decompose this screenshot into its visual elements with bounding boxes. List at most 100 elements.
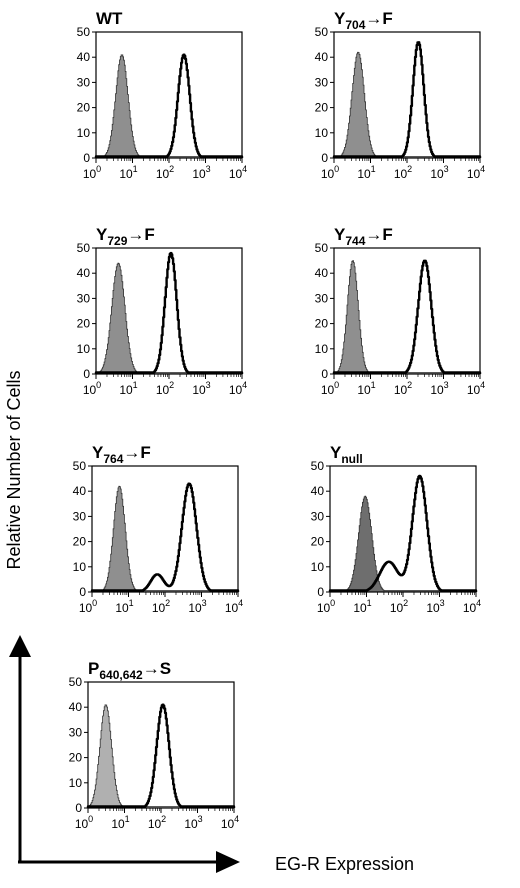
- expression-histogram: [90, 482, 240, 592]
- y-tick-label: 30: [311, 509, 325, 523]
- y-tick-label: 40: [77, 266, 91, 280]
- x-tick-label: 104: [221, 814, 239, 831]
- expression-histogram: [332, 259, 482, 374]
- y-tick-label: 50: [69, 675, 83, 689]
- control-histogram: [95, 54, 243, 159]
- y-tick-label: 50: [77, 25, 91, 39]
- x-tick-label: 104: [229, 380, 247, 397]
- y-tick-label: 10: [315, 126, 329, 140]
- histogram-panel: Y764→F 0 10 20 30 40 50 100 101 102 103 104: [73, 443, 244, 615]
- x-tick-label: 101: [111, 814, 129, 831]
- panel-title-subscript: 764: [103, 452, 123, 466]
- panel-title-suffix: →F: [127, 225, 154, 244]
- y-tick-label: 50: [315, 241, 329, 255]
- control-histogram: [95, 262, 243, 375]
- panel-title-subscript: 704: [345, 18, 365, 32]
- control-histogram: [333, 260, 481, 375]
- expression-histogram: [86, 703, 236, 808]
- y-tick-label: 50: [311, 459, 325, 473]
- y-tick-label: 40: [315, 266, 329, 280]
- histogram-panel: Y704→F 0 10 20 30 40 50 100 101 102 103 104: [315, 9, 486, 181]
- control-histogram: [91, 485, 239, 593]
- y-tick-label: 40: [315, 50, 329, 64]
- y-tick-label: 20: [69, 751, 83, 765]
- x-tick-label: 100: [79, 598, 97, 615]
- y-tick-label: 10: [311, 560, 325, 574]
- x-tick-label: 100: [83, 164, 101, 181]
- y-tick-label: 20: [77, 317, 91, 331]
- y-tick-label: 50: [73, 459, 87, 473]
- panel-title-main: Y: [334, 9, 346, 28]
- panel-title-suffix: →S: [143, 659, 171, 678]
- panel-title: Y704→F: [334, 9, 393, 32]
- x-tick-label: 102: [394, 164, 412, 181]
- x-tick-label: 100: [317, 598, 335, 615]
- y-axis-arrow-head: [9, 635, 31, 657]
- histogram-panel: Y744→F 0 10 20 30 40 50 100 101 102 103 104: [315, 225, 486, 397]
- y-tick-label: 10: [73, 560, 87, 574]
- y-tick-label: 20: [315, 317, 329, 331]
- y-tick-label: 0: [321, 151, 328, 165]
- x-tick-label: 101: [119, 380, 137, 397]
- x-tick-label: 103: [188, 598, 206, 615]
- y-tick-label: 40: [69, 700, 83, 714]
- control-histogram: [87, 704, 235, 809]
- panel-title: Ynull: [330, 443, 363, 466]
- x-tick-label: 102: [156, 380, 174, 397]
- panel-title-suffix: →F: [365, 9, 392, 28]
- y-tick-label: 0: [317, 585, 324, 599]
- panel-title-subscript: 729: [107, 234, 127, 248]
- y-tick-label: 10: [77, 126, 91, 140]
- y-tick-label: 40: [73, 484, 87, 498]
- panel-title-subscript: null: [341, 452, 362, 466]
- histogram-panel: P640,642→S 0 10 20 30 40 50 100 101 102 103 104: [69, 659, 240, 831]
- x-tick-label: 100: [75, 814, 93, 831]
- histogram-panel: Y729→F 0 10 20 30 40 50 100 101 102 103 104: [77, 225, 248, 397]
- y-axis-title: Relative Number of Cells: [4, 370, 24, 569]
- x-tick-label: 103: [426, 598, 444, 615]
- expression-histogram: [94, 53, 244, 158]
- x-tick-label: 103: [192, 380, 210, 397]
- y-tick-label: 30: [315, 291, 329, 305]
- panel-title-subscript: 640,642: [99, 668, 143, 682]
- x-tick-label: 101: [357, 164, 375, 181]
- expression-histogram: [94, 251, 244, 374]
- y-tick-label: 0: [321, 367, 328, 381]
- x-tick-label: 102: [390, 598, 408, 615]
- control-histogram: [329, 495, 477, 593]
- x-tick-label: 101: [115, 598, 133, 615]
- y-tick-label: 0: [75, 801, 82, 815]
- panel-title-main: Y: [330, 443, 342, 462]
- x-tick-label: 100: [321, 380, 339, 397]
- panel-title: P640,642→S: [88, 659, 171, 682]
- panel-title-main: Y: [92, 443, 104, 462]
- x-tick-label: 104: [463, 598, 481, 615]
- x-tick-label: 100: [83, 380, 101, 397]
- x-axis-arrow-head: [216, 851, 240, 873]
- x-tick-label: 103: [430, 380, 448, 397]
- x-tick-label: 104: [229, 164, 247, 181]
- x-tick-label: 103: [184, 814, 202, 831]
- x-axis-title: EG-R Expression: [275, 854, 414, 874]
- panel-title-main: WT: [96, 9, 123, 28]
- panel-title: WT: [96, 9, 123, 28]
- y-tick-label: 40: [77, 50, 91, 64]
- histogram-panel: WT 0 10 20 30 40 50 100 101 102 103 104: [77, 9, 248, 181]
- x-tick-label: 102: [156, 164, 174, 181]
- panel-title: Y764→F: [92, 443, 151, 466]
- y-tick-label: 20: [73, 535, 87, 549]
- panel-title-main: Y: [334, 225, 346, 244]
- y-tick-label: 0: [83, 151, 90, 165]
- y-axis-title-group: Relative Number of Cells: [4, 370, 31, 862]
- histogram-panel: Ynull 0 10 20 30 40 50 100 101 102 103 104: [311, 443, 482, 615]
- y-tick-label: 20: [77, 101, 91, 115]
- y-tick-label: 0: [79, 585, 86, 599]
- y-tick-label: 10: [69, 776, 83, 790]
- panel-title-main: Y: [96, 225, 108, 244]
- panel-title: Y729→F: [96, 225, 155, 248]
- x-tick-label: 104: [467, 380, 485, 397]
- y-tick-label: 40: [311, 484, 325, 498]
- panel-title-main: P: [88, 659, 99, 678]
- expression-histogram: [332, 41, 482, 158]
